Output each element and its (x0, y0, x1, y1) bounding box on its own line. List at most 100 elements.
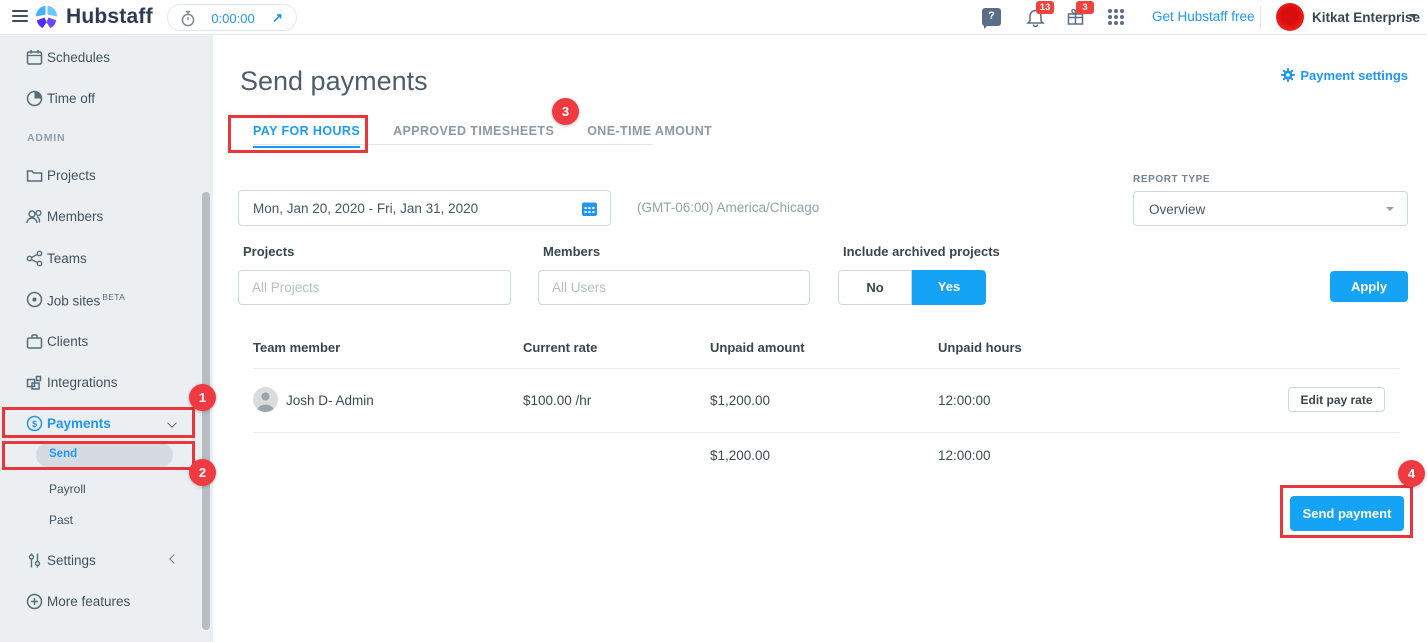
apps-grid-icon[interactable] (1108, 9, 1126, 27)
stopwatch-icon (181, 10, 195, 27)
cell-unpaid-amount: $1,200.00 (710, 393, 771, 408)
annotation-step-4: 4 (1398, 460, 1425, 487)
toggle-yes-option[interactable]: Yes (912, 270, 986, 305)
sidebar-item-job-sites[interactable]: Job sites BETA (0, 287, 200, 313)
dollar-circle-icon: $ (26, 415, 43, 432)
account-dropdown-caret-icon[interactable] (1409, 14, 1417, 22)
rewards-button[interactable]: 3 (1066, 1, 1094, 27)
beta-badge: BETA (102, 292, 126, 302)
header-team-member: Team member (253, 340, 341, 355)
send-payment-button[interactable]: Send payment (1290, 496, 1404, 531)
topbar-divider (1260, 6, 1261, 29)
notifications-badge: 13 (1036, 1, 1054, 14)
top-bar: Hubstaff 0:00:00 ↗ ? 13 3 Get Hubstaff f… (0, 0, 1427, 35)
sidebar-item-integrations[interactable]: Integrations (0, 370, 200, 396)
main-content: Send payments Payment settings PAY FOR H… (213, 35, 1427, 642)
members-filter-label: Members (543, 244, 601, 259)
plus-circle-icon (26, 593, 43, 610)
sidebar-label: Time off (47, 91, 96, 106)
toggle-no-option[interactable]: No (838, 270, 912, 305)
sidebar-scrollbar[interactable] (202, 192, 210, 630)
payment-settings-link[interactable]: Payment settings (1281, 68, 1408, 83)
sidebar-sub-label: Payroll (49, 482, 86, 496)
account-avatar[interactable] (1276, 3, 1304, 31)
sidebar-label: Integrations (47, 375, 118, 390)
timezone-label: (GMT-06:00) America/Chicago (637, 200, 820, 215)
sidebar-label: Teams (47, 251, 87, 266)
person-icon (256, 392, 275, 412)
report-type-value: Overview (1149, 202, 1206, 217)
tabs-divider (253, 144, 653, 145)
projects-filter-input[interactable] (238, 270, 511, 305)
sidebar-label: Job sites BETA (47, 292, 126, 309)
integrations-icon (26, 375, 42, 390)
cell-current-rate: $100.00 /hr (523, 393, 592, 408)
sidebar-label: Members (47, 209, 104, 224)
header-unpaid-amount: Unpaid amount (710, 340, 805, 355)
date-range-picker[interactable]: Mon, Jan 20, 2020 - Fri, Jan 31, 2020 (238, 190, 611, 226)
brand-name[interactable]: Hubstaff (66, 5, 153, 28)
calendar-icon (26, 50, 43, 65)
sidebar-label: Payments (47, 416, 111, 431)
sidebar-item-projects[interactable]: Projects (0, 163, 200, 189)
sidebar-label: More features (47, 594, 131, 609)
sidebar-item-payments[interactable]: $ Payments (0, 411, 200, 437)
date-range-value: Mon, Jan 20, 2020 - Fri, Jan 31, 2020 (253, 201, 479, 216)
sidebar-subitem-past[interactable]: Past (0, 509, 200, 532)
hubstaff-logo-icon[interactable] (33, 4, 60, 31)
members-filter-input[interactable] (538, 270, 810, 305)
calendar-picker-icon (582, 202, 597, 216)
header-unpaid-hours: Unpaid hours (938, 340, 1022, 355)
members-icon (26, 209, 42, 224)
sidebar-subitem-send[interactable]: Send (36, 443, 173, 467)
chevron-down-icon (167, 418, 177, 428)
sidebar: Schedules Time off ADMIN Projects Member… (0, 35, 216, 642)
clock-quarter-icon (26, 90, 43, 107)
sidebar-item-members[interactable]: Members (0, 204, 200, 230)
report-type-label: REPORT TYPE (1133, 174, 1211, 185)
folder-icon (26, 170, 43, 182)
get-hubstaff-free-link[interactable]: Get Hubstaff free (1152, 9, 1255, 24)
select-caret-icon (1386, 207, 1394, 215)
timer-launch-icon[interactable]: ↗ (272, 10, 283, 25)
report-type-select[interactable]: Overview (1133, 191, 1408, 226)
apply-button[interactable]: Apply (1330, 271, 1408, 302)
cell-unpaid-hours: 12:00:00 (938, 393, 991, 408)
timer-widget[interactable]: 0:00:00 ↗ (167, 4, 297, 31)
total-unpaid-amount: $1,200.00 (710, 448, 771, 463)
sidebar-label: Settings (47, 553, 96, 568)
sidebar-item-clients[interactable]: Clients (0, 329, 200, 355)
sidebar-item-more-features[interactable]: More features (0, 589, 200, 615)
sidebar-label: Projects (47, 168, 96, 183)
notifications-button[interactable]: 13 (1026, 1, 1054, 27)
sidebar-item-time-off[interactable]: Time off (0, 86, 200, 112)
tab-pay-for-hours[interactable]: PAY FOR HOURS (253, 118, 361, 148)
sidebar-item-teams[interactable]: Teams (0, 246, 200, 272)
sidebar-label: Clients (47, 334, 89, 349)
sidebar-sub-label: Past (49, 513, 74, 527)
account-name[interactable]: Kitkat Enterprise (1312, 10, 1421, 25)
total-unpaid-hours: 12:00:00 (938, 448, 991, 463)
member-avatar (253, 387, 278, 412)
help-icon[interactable]: ? (982, 8, 1001, 29)
cell-member-name: Josh D- Admin (286, 393, 374, 408)
rewards-badge: 3 (1076, 1, 1094, 14)
archived-toggle: No Yes (838, 270, 986, 305)
table-header-divider (253, 368, 1400, 369)
edit-pay-rate-button[interactable]: Edit pay rate (1288, 387, 1385, 412)
svg-text:$: $ (32, 419, 37, 429)
chevron-left-icon (169, 554, 179, 564)
sliders-icon (28, 553, 41, 568)
sidebar-subitem-payroll[interactable]: Payroll (0, 478, 200, 501)
header-current-rate: Current rate (523, 340, 598, 355)
teams-icon (26, 250, 43, 267)
page-title: Send payments (240, 66, 428, 96)
hamburger-menu-icon[interactable] (12, 10, 28, 23)
gear-icon (1281, 68, 1296, 82)
timer-value: 0:00:00 (211, 11, 255, 26)
sidebar-item-schedules[interactable]: Schedules (0, 45, 200, 71)
tab-one-time-amount[interactable]: ONE-TIME AMOUNT (587, 124, 713, 138)
tab-approved-timesheets[interactable]: APPROVED TIMESHEETS (393, 124, 555, 138)
location-target-icon (26, 291, 43, 308)
sidebar-item-settings[interactable]: Settings (0, 548, 200, 574)
